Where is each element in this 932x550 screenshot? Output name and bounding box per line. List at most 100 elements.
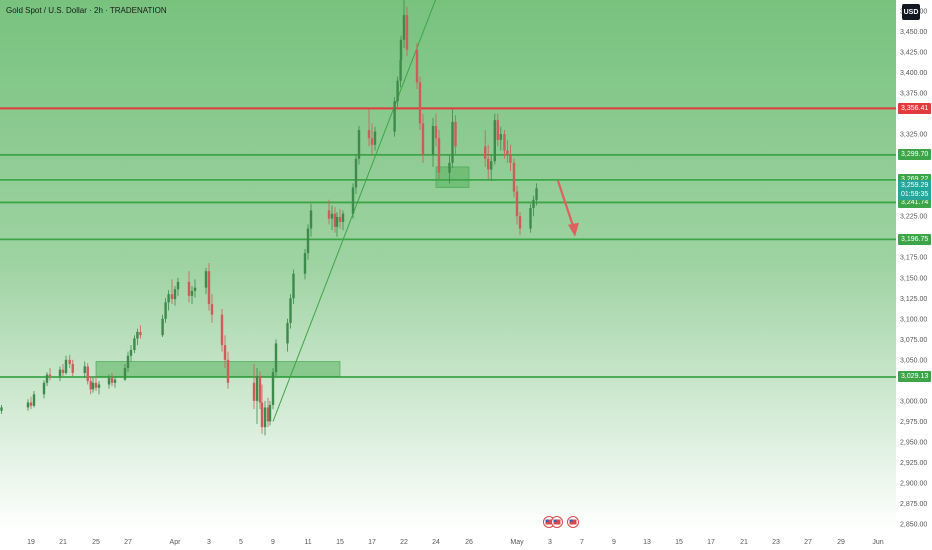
candle: [252, 363, 256, 410]
candle-body: [309, 210, 313, 229]
candle-body: [258, 376, 262, 403]
candle: [490, 154, 493, 181]
candle-body: [126, 355, 130, 369]
candle-body: [129, 349, 133, 356]
x-tick-label: 7: [580, 539, 584, 546]
candle: [327, 199, 331, 225]
candle-body: [136, 331, 139, 339]
candle-body: [32, 394, 36, 406]
chart-title: Gold Spot / U.S. Dollar · 2h · TRADENATI…: [6, 6, 167, 15]
candle: [367, 108, 371, 147]
candle-body: [370, 138, 374, 145]
candle: [223, 335, 227, 369]
x-tick-label: 27: [124, 539, 132, 546]
us-flag-icon-stripes: [569, 519, 577, 525]
x-tick-label: 24: [432, 539, 440, 546]
projection-arrow-head: [568, 222, 579, 237]
candle-body: [499, 134, 502, 140]
candle: [204, 267, 208, 295]
x-tick-label: 15: [336, 539, 344, 546]
candle: [113, 376, 117, 388]
candle-body: [48, 374, 52, 377]
candle-body: [176, 281, 180, 290]
candle: [338, 208, 342, 229]
candle-body: [418, 82, 422, 124]
us-flag-icon[interactable]: [567, 516, 579, 528]
candle: [393, 97, 396, 137]
us-flag-icon-canton: [569, 519, 573, 522]
us-flag-icon-canton: [545, 519, 549, 522]
candle-body: [26, 402, 30, 408]
candle: [418, 76, 422, 131]
candle: [42, 380, 46, 399]
candle-body: [133, 338, 136, 350]
currency-button[interactable]: USD: [902, 4, 920, 20]
candle-body: [204, 271, 208, 288]
candle-body: [354, 158, 358, 188]
candle: [64, 355, 68, 375]
candle-body: [506, 150, 509, 155]
candle-body: [289, 298, 292, 323]
candle-body: [94, 382, 98, 388]
x-tick-label: 9: [271, 539, 275, 546]
candle: [351, 183, 355, 219]
y-tick-label: 3,225.00: [900, 214, 927, 221]
candle-body: [399, 39, 403, 61]
candle: [434, 113, 438, 147]
candle: [48, 368, 52, 381]
candle-body: [399, 60, 402, 81]
x-tick-label: 22: [400, 539, 408, 546]
y-tick-label: 3,400.00: [900, 70, 927, 77]
candle-body: [255, 376, 259, 401]
candle-body: [223, 345, 227, 360]
x-tick-label: 25: [92, 539, 100, 546]
candle: [518, 212, 522, 236]
y-tick-label: 3,450.00: [900, 29, 927, 36]
candle: [193, 279, 197, 298]
bar-countdown: 01:59:35: [901, 191, 929, 199]
candle: [255, 368, 259, 424]
candle-body: [83, 366, 86, 373]
candle: [129, 345, 133, 362]
us-flag-icon-stripes: [545, 519, 553, 525]
candle-body: [113, 379, 117, 383]
candle: [89, 376, 92, 395]
candle-body: [107, 377, 111, 385]
candle-body: [415, 49, 419, 83]
candle: [503, 130, 506, 159]
candle: [58, 366, 62, 382]
candle-body: [341, 213, 345, 222]
candle: [110, 372, 114, 387]
candle: [271, 368, 275, 410]
candle-body: [263, 407, 267, 428]
zone-rect: [435, 166, 470, 188]
candle: [226, 351, 230, 389]
support-price-tag: 3,241.74: [898, 196, 932, 208]
y-tick-label: 3,075.00: [900, 337, 927, 344]
candle: [167, 290, 170, 311]
candle: [263, 400, 267, 436]
candle: [29, 396, 33, 410]
candle: [431, 117, 435, 167]
candle: [535, 183, 538, 206]
support-price-tag: 3,269.22: [898, 174, 932, 186]
x-tick-label: 13: [643, 539, 651, 546]
candle: [136, 328, 139, 346]
candle-body: [68, 359, 71, 364]
candle-body: [286, 322, 289, 344]
candle-body: [97, 384, 101, 388]
us-flag-icon[interactable]: [551, 516, 563, 528]
candle-body: [490, 161, 493, 170]
current-price-tag: 3,259.29 01:59:35: [898, 180, 932, 201]
y-tick-label: 3,000.00: [900, 398, 927, 405]
candle-body: [496, 120, 499, 140]
support-price-tag: 3,029.13: [898, 371, 932, 383]
candle-body: [454, 121, 457, 147]
y-tick-label: 3,175.00: [900, 255, 927, 262]
candle-body: [327, 210, 331, 219]
candle: [210, 294, 214, 323]
candle-body: [187, 281, 191, 296]
x-tick-label: 3: [548, 539, 552, 546]
candle: [396, 76, 399, 108]
